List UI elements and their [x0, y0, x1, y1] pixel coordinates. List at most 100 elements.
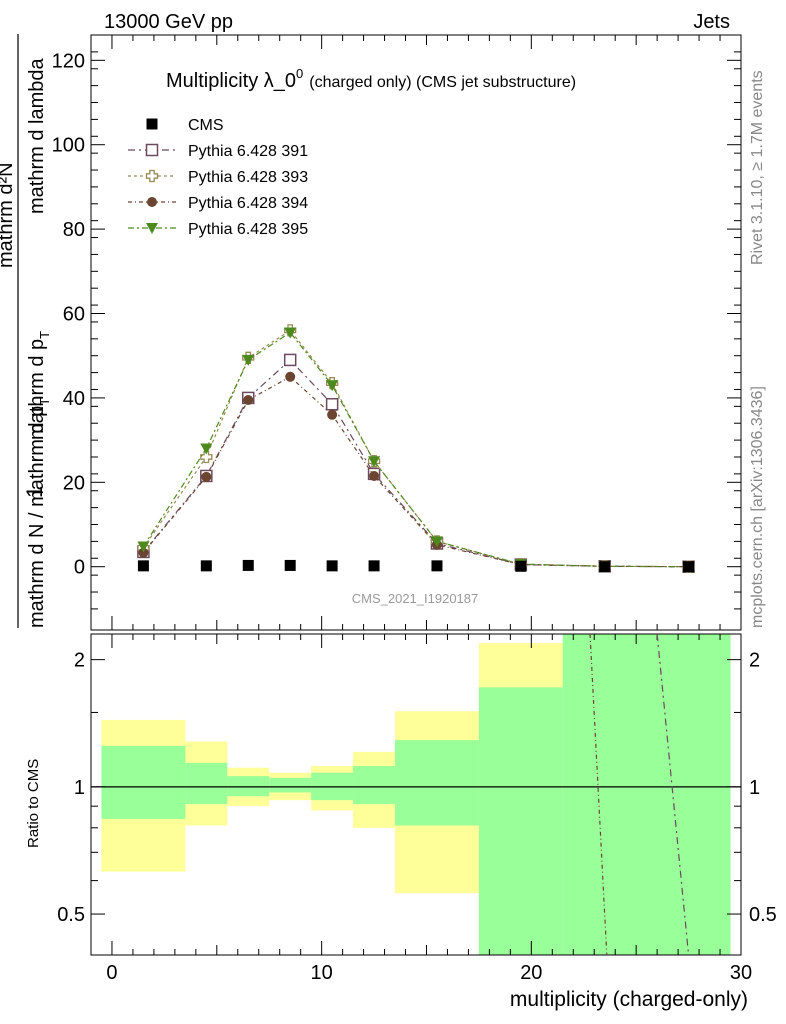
- x-axis-label: multiplicity (charged-only): [510, 988, 748, 1011]
- data-point: [243, 395, 254, 406]
- ratio-y-tick-label: 1: [74, 777, 85, 799]
- ratio-mc-line: [656, 633, 690, 956]
- y-axis-label-numerator-2: mathrm d pT: [26, 331, 52, 440]
- data-point: [137, 560, 149, 572]
- ratio-stat-uncertainty-band: [562, 634, 731, 955]
- ratio-bands: [101, 634, 731, 955]
- chart-title: Multiplicity λ_00(charged only) (CMS jet…: [166, 66, 576, 92]
- legend-label: Pythia 6.428 393: [188, 169, 308, 186]
- main-plot-data: [137, 324, 695, 573]
- data-point: [515, 560, 527, 572]
- ratio-stat-uncertainty-band: [227, 776, 270, 797]
- series-pythia-6-428-391: [137, 353, 695, 573]
- data-point: [137, 541, 150, 553]
- data-point: [284, 559, 296, 571]
- legend-label: Pythia 6.428 391: [188, 143, 308, 160]
- ratio-y-tick-label: 2: [74, 650, 85, 672]
- legend-entry: Pythia 6.428 391: [128, 143, 308, 160]
- ratio-stat-uncertainty-band: [185, 762, 228, 805]
- ratio-y-tick-label-right: 2: [749, 650, 760, 672]
- y-axis-label-fraction-one: 1: [22, 486, 47, 498]
- legend-marker: [147, 197, 157, 207]
- y-tick-label: 100: [52, 135, 85, 157]
- legend-label: Pythia 6.428 394: [188, 195, 308, 212]
- data-point: [326, 560, 338, 572]
- y-tick-label: 80: [63, 219, 85, 241]
- data-point: [200, 560, 212, 572]
- main-plot-frame: [90, 34, 742, 631]
- ratio-mc-lines: [91, 633, 741, 956]
- data-point: [431, 560, 443, 572]
- data-point: [327, 409, 338, 420]
- ratio-stat-uncertainty-band: [269, 777, 312, 793]
- ratio-stat-uncertainty-band: [101, 745, 186, 819]
- data-point: [325, 397, 339, 411]
- legend-label: CMS: [188, 117, 224, 134]
- y-tick-label: 20: [63, 472, 85, 494]
- legend-marker: [145, 169, 159, 183]
- ratio-y-axis-label: Ratio to CMS: [25, 759, 42, 848]
- rivet-version-label: Rivet 3.1.10, ≥ 1.7M events: [749, 70, 766, 265]
- ratio-y-tick-label-right: 1: [749, 777, 760, 799]
- y-tick-label: 40: [63, 388, 85, 410]
- data-point: [242, 559, 254, 571]
- data-point: [683, 561, 695, 573]
- header-process-label: 13000 GeV pp: [104, 11, 233, 33]
- y-axis-label-numerator-3: mathrm d lambda: [26, 58, 48, 214]
- legend-entry: CMS: [146, 117, 224, 134]
- legend-marker: [145, 143, 159, 157]
- data-point: [285, 371, 296, 382]
- data-point: [200, 450, 213, 464]
- data-point: [326, 380, 339, 392]
- legend-entry: Pythia 6.428 393: [128, 169, 308, 186]
- data-point: [368, 560, 380, 572]
- x-tick-label: 20: [520, 962, 542, 984]
- data-point: [283, 353, 297, 367]
- y-tick-label: 60: [63, 304, 85, 326]
- series-line: [142, 331, 689, 568]
- ratio-plot-frame: [90, 633, 742, 956]
- mcplots-credit-label: mcplots.cern.ch [arXiv:1306.3436]: [749, 386, 766, 628]
- ratio-stat-uncertainty-band: [478, 687, 563, 955]
- data-point: [369, 470, 380, 481]
- series-line: [142, 329, 689, 568]
- analysis-tag: CMS_2021_I1920187: [352, 591, 479, 606]
- series-pythia-6-428-395: [137, 327, 695, 573]
- series-cms: [137, 559, 695, 573]
- y-tick-label: 120: [52, 50, 85, 72]
- data-point: [284, 327, 297, 339]
- ratio-mc-line: [589, 633, 608, 956]
- legend: CMS Pythia 6.428 391 Pythia 6.428 393 Pythi…: [128, 117, 308, 238]
- main-axis-ticks: 0 20 40 60 80 100 120: [52, 35, 742, 630]
- legend-entry: Pythia 6.428 395: [128, 221, 308, 238]
- legend-marker: [146, 118, 158, 130]
- data-point: [599, 561, 611, 573]
- ratio-y-tick-label: 0.5: [57, 904, 85, 926]
- legend-marker: [146, 223, 158, 234]
- ratio-stat-uncertainty-band: [353, 766, 396, 805]
- legend-entry: Pythia 6.428 394: [128, 195, 308, 212]
- series-pythia-6-428-393: [137, 324, 695, 573]
- x-tick-label: 30: [730, 962, 752, 984]
- data-point: [368, 456, 381, 468]
- y-tick-label: 0: [74, 557, 85, 579]
- data-point: [138, 547, 149, 558]
- data-point: [201, 471, 212, 482]
- data-point: [200, 443, 213, 455]
- series-pythia-6-428-394: [138, 371, 694, 572]
- series-line: [142, 376, 689, 568]
- ratio-axis-ticks: 0.5 0.51 12 20 10 20 30: [57, 634, 777, 984]
- ratio-stat-uncertainty-band: [395, 740, 479, 826]
- legend-label: Pythia 6.428 395: [188, 221, 308, 238]
- header-category-label: Jets: [693, 11, 730, 33]
- x-tick-label: 0: [106, 962, 117, 984]
- data-point: [430, 536, 443, 548]
- series-line: [142, 359, 689, 568]
- data-point: [242, 354, 255, 366]
- ratio-y-tick-label-right: 0.5: [749, 904, 777, 926]
- y-axis-label-numerator: mathrm d²N: [0, 162, 17, 268]
- y-axis-label-denominator: mathrm d N / mathrm d pT: [26, 398, 52, 628]
- y-axis-label: 1 mathrm d N / mathrm d pT mathrm d²N ma…: [0, 34, 52, 628]
- x-tick-label: 10: [311, 962, 333, 984]
